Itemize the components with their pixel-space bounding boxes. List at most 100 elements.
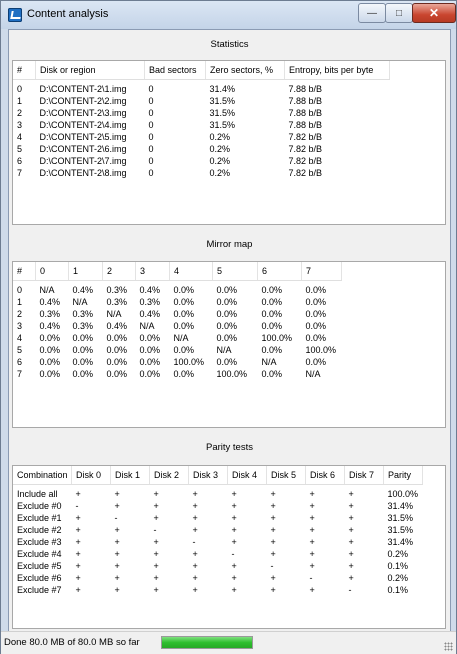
parity-row[interactable]: Exclude #2 + + - + + + + +31.5% (13, 524, 423, 536)
mirror-row[interactable]: 1 0.4% N/A 0.3% 0.3% 0.0% 0.0% 0.0% 0.0% (13, 296, 342, 308)
statistics-row[interactable]: 4 D:\CONTENT-2\5.img 0 0.2% 7.82 b/B (13, 131, 390, 143)
table-cell: + (114, 489, 120, 499)
column-header[interactable]: Entropy, bits per byte (284, 61, 390, 80)
maximize-icon: □ (395, 7, 403, 19)
parity-row[interactable]: Exclude #1 + - + + + + + +31.5% (13, 512, 423, 524)
parity-row[interactable]: Exclude #7 + + + + + + + - 0.1% (13, 584, 423, 596)
table-cell: 0.0% (173, 345, 195, 355)
table-cell: 0.4% (39, 297, 61, 307)
column-header[interactable]: 4 (169, 262, 213, 281)
statistics-list[interactable]: # Disk or region Bad sectors Zero sectors, … (12, 60, 446, 225)
statistics-row[interactable]: 5 D:\CONTENT-2\6.img 0 0.2% 7.82 b/B (13, 143, 390, 155)
column-header[interactable]: # (13, 61, 36, 80)
mirror-row[interactable]: 2 0.3% 0.3% N/A 0.4% 0.0% 0.0% 0.0% 0.0% (13, 308, 342, 320)
table-cell: Exclude #0 (17, 501, 62, 511)
column-header[interactable]: 3 (135, 262, 170, 281)
parity-row[interactable]: Exclude #3 + + + - + + + +31.4% (13, 536, 423, 548)
column-header[interactable]: Disk 5 (266, 466, 306, 485)
column-header[interactable]: 1 (68, 262, 103, 281)
table-cell: Exclude #7 (17, 585, 62, 595)
table-cell: 0.0% (261, 297, 283, 307)
table-cell: + (231, 501, 237, 511)
table-cell: + (192, 561, 198, 571)
table-cell: 0.4% (39, 321, 61, 331)
mirror-map-list[interactable]: #0 1 2 3 4 5 6 7 0 N/A 0.4% 0.3% 0.4% 0.0% 0.0% 0.0% 0.0… (12, 261, 446, 428)
column-header[interactable]: Combination (13, 466, 72, 485)
column-header[interactable]: Bad sectors (144, 61, 206, 80)
column-header[interactable]: 5 (212, 262, 258, 281)
column-header[interactable]: 0 (35, 262, 69, 281)
table-cell: 6 (17, 156, 23, 166)
column-header[interactable]: Disk 2 (149, 466, 189, 485)
column-header[interactable]: Disk or region (35, 61, 145, 80)
table-cell: 0 (148, 84, 154, 94)
table-cell: 31.5% (387, 513, 414, 523)
parity-tests-list[interactable]: Combination Disk 0 Disk 1 Disk 2 Disk 3 Disk … (12, 465, 446, 629)
parity-row[interactable]: Exclude #5 + + + + + - + +0.1% (13, 560, 423, 572)
parity-row[interactable]: Exclude #6 + + + + + + - +0.2% (13, 572, 423, 584)
table-cell: + (75, 561, 81, 571)
table-cell: 7.82 b/B (288, 132, 323, 142)
column-header[interactable]: Disk 4 (227, 466, 267, 485)
parity-row[interactable]: Exclude #0 - + + + + + + +31.4% (13, 500, 423, 512)
table-cell: + (75, 513, 81, 523)
table-cell: 0.3% (106, 285, 128, 295)
column-header[interactable]: Parity (383, 466, 423, 485)
table-cell: + (114, 525, 120, 535)
table-cell: D:\CONTENT-2\4.img (39, 120, 127, 130)
mirror-row[interactable]: 6 0.0% 0.0% 0.0% 0.0% 100.0% 0.0% N/A 0.0% (13, 356, 342, 368)
table-cell: 7.88 b/B (288, 96, 323, 106)
column-header[interactable]: 6 (257, 262, 302, 281)
mirror-row[interactable]: 5 0.0% 0.0% 0.0% 0.0% 0.0% N/A 0.0% 100.0% (13, 344, 342, 356)
table-cell: + (270, 549, 276, 559)
table-cell: 0.0% (305, 357, 327, 367)
close-button[interactable]: ✕ (412, 3, 456, 23)
table-cell: 0.4% (72, 285, 94, 295)
table-cell: + (153, 561, 159, 571)
mirror-row[interactable]: 4 0.0% 0.0% 0.0% 0.0% N/A 0.0% 100.0% 0.0% (13, 332, 342, 344)
statistics-row[interactable]: 2 D:\CONTENT-2\3.img 0 31.5% 7.88 b/B (13, 107, 390, 119)
table-cell: 0.0% (72, 345, 94, 355)
statistics-row[interactable]: 6 D:\CONTENT-2\7.img 0 0.2% 7.82 b/B (13, 155, 390, 167)
statistics-row[interactable]: 0 D:\CONTENT-2\1.img 0 31.4% 7.88 b/B (13, 80, 390, 96)
mirror-map-table: #0 1 2 3 4 5 6 7 0 N/A 0.4% 0.3% 0.4% 0.0% 0.0% 0.0% 0.0… (13, 262, 342, 380)
table-cell: - (348, 585, 352, 595)
column-header[interactable]: # (13, 262, 36, 281)
minimize-button[interactable]: — (358, 3, 386, 23)
column-header[interactable]: Zero sectors, % (205, 61, 285, 80)
table-cell: 2 (17, 108, 23, 118)
table-cell: + (309, 561, 315, 571)
column-header[interactable]: Disk 3 (188, 466, 228, 485)
table-cell: 31.4% (387, 501, 414, 511)
mirror-row[interactable]: 7 0.0% 0.0% 0.0% 0.0% 0.0% 100.0% 0.0% N/A (13, 368, 342, 380)
title-bar[interactable]: Content analysis — □ ✕ (1, 1, 456, 29)
statistics-row[interactable]: 3 D:\CONTENT-2\4.img 0 31.5% 7.88 b/B (13, 119, 390, 131)
parity-row[interactable]: Include all + + + + + + + +100.0% (13, 485, 423, 501)
statistics-row[interactable]: 7 D:\CONTENT-2\8.img 0 0.2% 7.82 b/B (13, 167, 390, 179)
column-header[interactable]: 2 (102, 262, 136, 281)
column-header[interactable]: Disk 1 (110, 466, 150, 485)
column-header[interactable]: Disk 7 (344, 466, 384, 485)
resize-grip-icon[interactable] (444, 642, 453, 651)
mirror-row[interactable]: 0 N/A 0.4% 0.3% 0.4% 0.0% 0.0% 0.0% 0.0% (13, 281, 342, 297)
table-cell: 0.4% (139, 285, 161, 295)
table-cell: 0.0% (139, 357, 161, 367)
parity-header-row: Combination Disk 0 Disk 1 Disk 2 Disk 3 Disk … (13, 466, 423, 485)
column-header[interactable]: Disk 6 (305, 466, 345, 485)
table-cell: 7 (17, 168, 23, 178)
table-cell: 31.4% (209, 84, 236, 94)
window-title: Content analysis (27, 8, 109, 20)
table-cell: + (75, 549, 81, 559)
mirror-row[interactable]: 3 0.4% 0.3% 0.4% N/A 0.0% 0.0% 0.0% 0.0% (13, 320, 342, 332)
column-header[interactable]: 7 (301, 262, 342, 281)
maximize-button[interactable]: □ (385, 3, 413, 23)
table-cell: 7.82 b/B (288, 156, 323, 166)
table-cell: 7.88 b/B (288, 84, 323, 94)
statistics-row[interactable]: 1 D:\CONTENT-2\2.img 0 31.5% 7.88 b/B (13, 95, 390, 107)
mirror-map-title: Mirror map (206, 239, 253, 250)
parity-row[interactable]: Exclude #4 + + + + - + + +0.2% (13, 548, 423, 560)
table-cell: D:\CONTENT-2\8.img (39, 168, 127, 178)
table-cell: 0.0% (72, 357, 94, 367)
column-header[interactable]: Disk 0 (71, 466, 111, 485)
